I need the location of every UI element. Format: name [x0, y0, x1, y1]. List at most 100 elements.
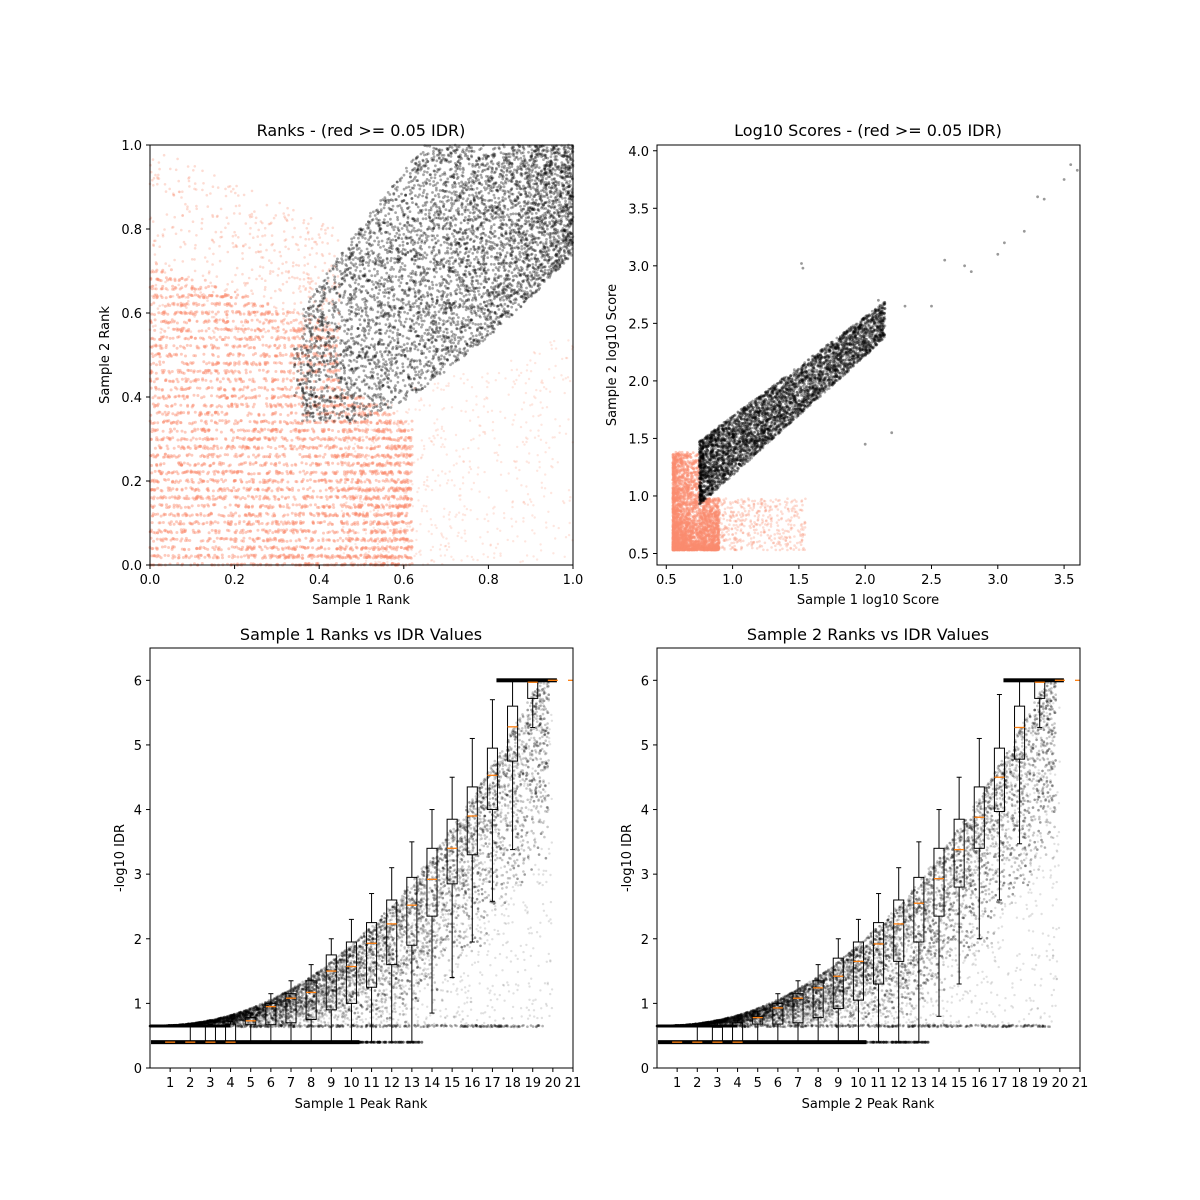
scatter-point [167, 546, 170, 549]
scatter-point [227, 294, 230, 297]
scatter-point [160, 294, 163, 297]
scatter-point [180, 330, 183, 333]
scatter-point [176, 430, 179, 433]
scatter-point [170, 531, 173, 534]
scatter-point [166, 447, 169, 450]
scatter-point [336, 336, 339, 339]
scatter-point [250, 328, 253, 331]
scatter-point [359, 495, 362, 498]
scatter-point [290, 321, 293, 324]
scatter-point [243, 554, 246, 557]
scatter-point [171, 285, 174, 288]
scatter-point [332, 503, 335, 506]
scatter-point [375, 479, 378, 482]
scatter-point [173, 523, 176, 526]
scatter-point [266, 353, 269, 356]
scatter-point [161, 270, 164, 273]
scatter-point [355, 556, 358, 559]
scatter-point [175, 470, 178, 473]
scatter-point [245, 371, 248, 374]
scatter-point [264, 462, 267, 465]
scatter-point [324, 548, 327, 551]
scatter-point [221, 556, 224, 559]
scatter-point [401, 521, 404, 524]
scatter-point [259, 363, 262, 366]
scatter-point [181, 430, 184, 433]
scatter-point [231, 439, 234, 442]
scatter-point [282, 354, 285, 357]
scatter-point [244, 328, 247, 331]
scatter-point [246, 344, 249, 347]
scatter-point [287, 546, 290, 549]
scatter-point [169, 337, 172, 340]
scatter-point [154, 447, 157, 450]
scatter-point [289, 311, 292, 314]
scatter-point [316, 495, 319, 498]
scatter-point [175, 520, 178, 523]
scatter-point [195, 310, 198, 313]
scatter-point [332, 471, 335, 474]
scatter-point [198, 489, 201, 492]
scatter-point [159, 521, 162, 524]
scatter-point [175, 378, 178, 381]
scatter-point [331, 429, 334, 432]
scatter-point [179, 345, 182, 348]
scatter-point [309, 504, 312, 507]
scatter-point [151, 287, 154, 290]
scatter-point [167, 486, 170, 489]
scatter-point [287, 488, 290, 491]
scatter-point [319, 455, 322, 458]
scatter-point [161, 503, 164, 506]
scatter-point [339, 537, 342, 540]
scatter-point [402, 479, 405, 482]
scatter-point [156, 531, 159, 534]
scatter-point [269, 446, 272, 449]
scatter-point [186, 462, 189, 465]
scatter-point [394, 481, 397, 484]
scatter-point [262, 344, 265, 347]
scatter-point [335, 472, 338, 475]
scatter-point [263, 377, 266, 380]
scatter-point [266, 371, 269, 374]
scatter-point [372, 461, 375, 464]
scatter-point [403, 497, 406, 500]
scatter-point [247, 472, 250, 475]
scatter-point [234, 489, 237, 492]
scatter-point [281, 495, 284, 498]
scatter-point [207, 554, 210, 557]
scatter-point [164, 545, 167, 548]
scatter-point [183, 397, 186, 400]
scatter-point [239, 531, 242, 534]
scatter-point [176, 488, 179, 491]
scatter-point [294, 419, 297, 422]
scatter-point [406, 473, 409, 476]
scatter-point [253, 472, 256, 475]
scatter-point [170, 355, 173, 358]
scatter-point [217, 548, 220, 551]
scatter-point [167, 478, 170, 481]
scatter-point [221, 338, 224, 341]
scatter-point [297, 513, 300, 516]
scatter-point [224, 372, 227, 375]
scatter-point [224, 422, 227, 425]
scatter-point [391, 522, 394, 525]
scatter-point [198, 330, 201, 333]
scatter-point [246, 386, 249, 389]
scatter-point [373, 412, 376, 415]
scatter-point [236, 422, 239, 425]
scatter-point [235, 379, 238, 382]
scatter-point [321, 512, 324, 515]
scatter-point [236, 556, 239, 559]
scatter-point [224, 506, 227, 509]
scatter-point [151, 352, 154, 355]
scatter-point [260, 504, 263, 507]
scatter-point [247, 455, 250, 458]
scatter-point [237, 352, 240, 355]
scatter-point [196, 428, 199, 431]
scatter-point [305, 462, 308, 465]
scatter-point [178, 412, 181, 415]
scatter-point [411, 428, 414, 431]
scatter-point [302, 521, 305, 524]
scatter-point [265, 397, 268, 400]
scatter-point [369, 421, 372, 424]
